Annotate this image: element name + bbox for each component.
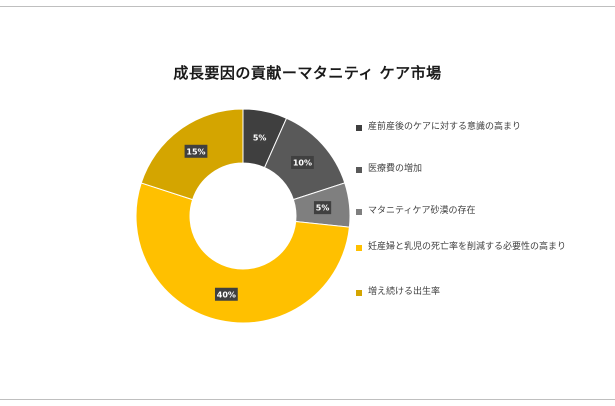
legend-swatch — [356, 290, 362, 296]
chart-title: 成長要因の貢献ーマタニティ ケア市場 — [173, 64, 442, 82]
top-border — [0, 6, 615, 7]
legend-label: 妊産婦と乳児の死亡率を削減する必要性の高まり — [368, 242, 567, 252]
legend-label: 増え続ける出生率 — [368, 287, 441, 297]
legend-swatch — [356, 209, 362, 215]
data-label-box — [214, 287, 238, 301]
legend-item-medical-costs: 医療費の増加 — [356, 163, 608, 176]
data-label: 10% — [293, 158, 312, 167]
legend-item-mortality-reduction: 妊産婦と乳児の死亡率を削減する必要性の高まり — [356, 241, 608, 254]
bottom-border — [0, 399, 615, 400]
legend-item-birth-rate: 増え続ける出生率 — [356, 286, 608, 299]
data-label: 5% — [316, 204, 330, 213]
data-label: 40% — [217, 290, 236, 299]
legend-swatch — [356, 167, 362, 173]
data-label: 15% — [186, 147, 205, 156]
data-label-box — [291, 155, 314, 169]
legend-swatch — [356, 245, 362, 251]
legend-label: 医療費の増加 — [368, 164, 423, 174]
data-label-box — [313, 201, 332, 215]
legend-item-care-deserts: マタニティケア砂漠の存在 — [356, 205, 608, 218]
legend-swatch — [356, 125, 362, 131]
data-label-box — [251, 131, 269, 145]
legend-item-prenatal-awareness: 産前産後のケアに対する意識の高まり — [356, 121, 608, 134]
data-label-box — [184, 144, 208, 158]
legend-label: 産前産後のケアに対する意識の高まり — [368, 122, 522, 132]
donut-slice — [135, 182, 350, 324]
data-label: 5% — [253, 134, 267, 143]
legend-label: マタニティケア砂漠の存在 — [368, 206, 476, 216]
